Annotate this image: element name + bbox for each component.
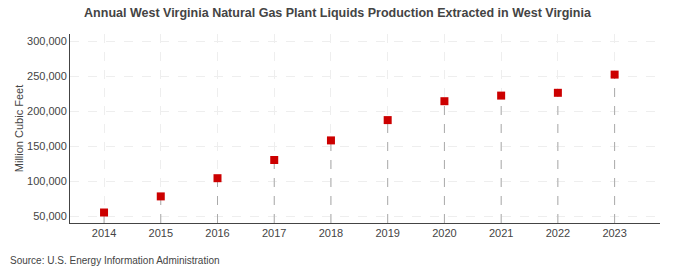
svg-text:250,000: 250,000 bbox=[27, 70, 67, 82]
svg-text:200,000: 200,000 bbox=[27, 105, 67, 117]
svg-text:2017: 2017 bbox=[262, 227, 286, 239]
svg-text:2021: 2021 bbox=[489, 227, 513, 239]
svg-text:300,000: 300,000 bbox=[27, 35, 67, 47]
svg-text:Annual West Virginia Natural G: Annual West Virginia Natural Gas Plant L… bbox=[84, 6, 592, 20]
svg-text:2018: 2018 bbox=[319, 227, 343, 239]
svg-text:2023: 2023 bbox=[602, 227, 626, 239]
svg-text:Source: U.S. Energy Informatio: Source: U.S. Energy Information Administ… bbox=[10, 255, 220, 266]
svg-text:2022: 2022 bbox=[546, 227, 570, 239]
svg-text:2015: 2015 bbox=[149, 227, 173, 239]
svg-text:Million Cubic Feet: Million Cubic Feet bbox=[13, 85, 25, 172]
svg-text:2016: 2016 bbox=[205, 227, 229, 239]
svg-text:2014: 2014 bbox=[92, 227, 116, 239]
svg-text:2020: 2020 bbox=[432, 227, 456, 239]
svg-text:100,000: 100,000 bbox=[27, 175, 67, 187]
svg-text:150,000: 150,000 bbox=[27, 140, 67, 152]
svg-text:50,000: 50,000 bbox=[33, 210, 67, 222]
svg-text:2019: 2019 bbox=[375, 227, 399, 239]
